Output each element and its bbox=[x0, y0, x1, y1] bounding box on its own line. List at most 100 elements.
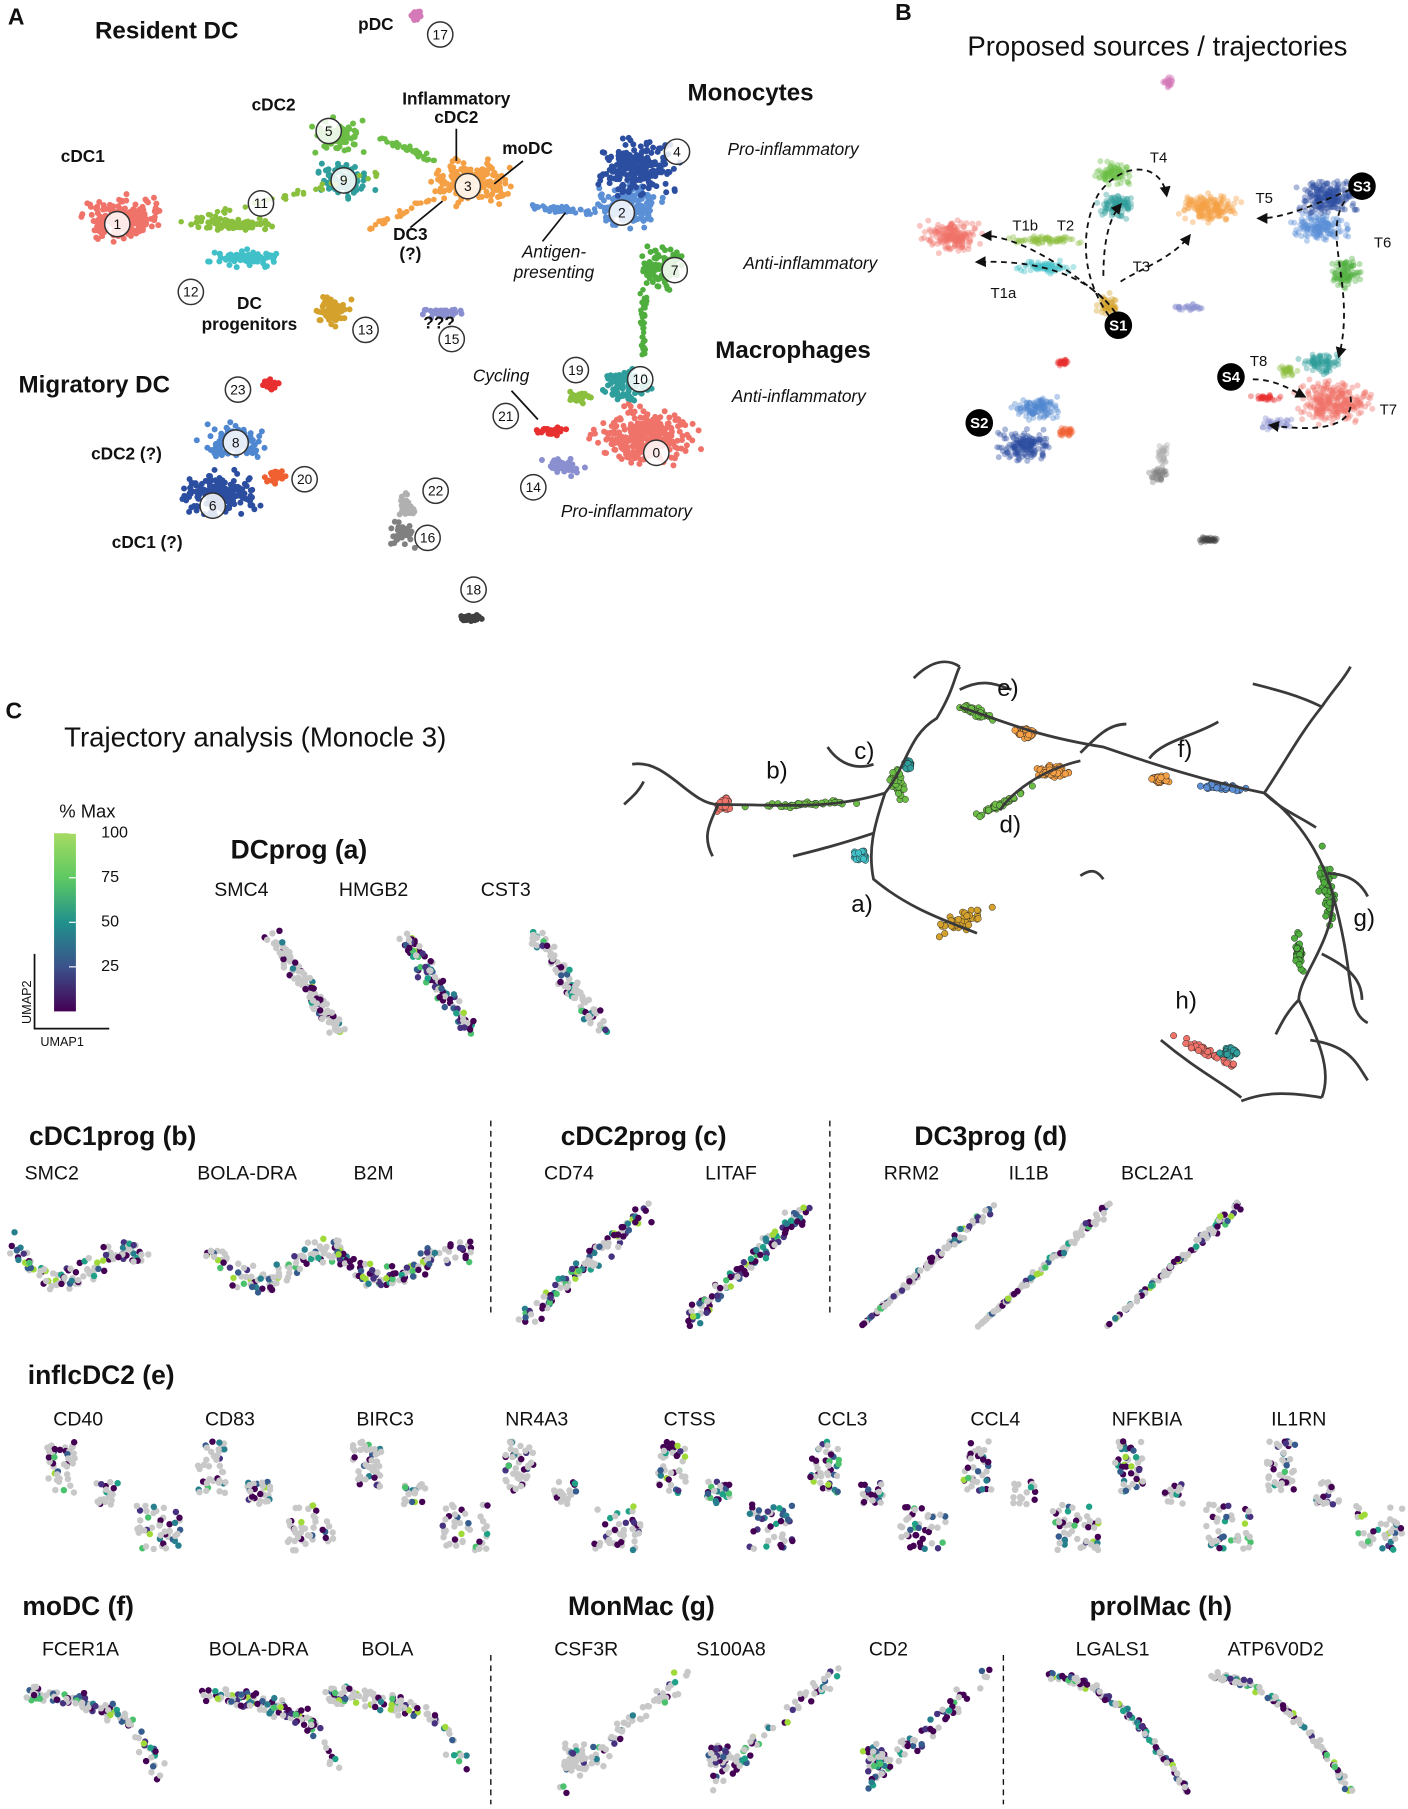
cell-dot bbox=[142, 196, 149, 203]
cell-dot bbox=[1305, 388, 1312, 395]
cell-dot bbox=[670, 462, 677, 469]
cell-dot bbox=[962, 230, 968, 237]
cell-dot bbox=[1351, 269, 1358, 276]
cell-dot bbox=[1310, 384, 1317, 391]
cell-dot bbox=[132, 201, 139, 208]
cell-dot bbox=[698, 446, 705, 453]
cell-dot bbox=[637, 414, 644, 421]
cell-dot bbox=[952, 228, 959, 235]
cell-dot bbox=[1332, 408, 1339, 415]
cell-dot bbox=[481, 172, 488, 179]
cell-dot bbox=[645, 157, 652, 164]
cell-dot bbox=[969, 220, 976, 227]
cell-dot bbox=[217, 254, 224, 261]
cell-dot bbox=[612, 430, 619, 437]
cell-dot bbox=[565, 207, 571, 213]
cell-dot bbox=[682, 447, 689, 454]
cell-dot bbox=[653, 255, 660, 262]
cell-dot bbox=[1310, 354, 1317, 361]
cell-dot bbox=[1309, 367, 1316, 374]
cell-dot bbox=[1103, 191, 1110, 198]
cell-dot bbox=[1030, 238, 1037, 245]
cell-dot bbox=[211, 426, 218, 433]
cell-dot bbox=[1031, 438, 1038, 445]
dots bbox=[6, 8, 1406, 1797]
cell-dot bbox=[614, 192, 621, 199]
trajectory-cell bbox=[941, 930, 949, 937]
cell-dot bbox=[1039, 239, 1046, 246]
cell-dot bbox=[199, 215, 206, 221]
cell-dot bbox=[334, 315, 341, 322]
cell-dot bbox=[138, 217, 145, 224]
cell-dot bbox=[148, 223, 155, 230]
cell-dot bbox=[1000, 432, 1007, 439]
cell-dot bbox=[1183, 199, 1190, 206]
cell-dot bbox=[432, 188, 439, 195]
cell-dot bbox=[645, 195, 652, 202]
cell-dot bbox=[270, 383, 277, 390]
cell-dot bbox=[242, 204, 249, 210]
cell-dot bbox=[1324, 180, 1331, 187]
cell-dot bbox=[650, 194, 657, 200]
cell-dot bbox=[1106, 289, 1113, 296]
cell-dot bbox=[1106, 173, 1113, 180]
cell-dot bbox=[348, 296, 355, 303]
cell-dot bbox=[619, 181, 626, 188]
cell-dot bbox=[490, 171, 496, 178]
cell-dot bbox=[353, 128, 359, 135]
cell-dot bbox=[1307, 186, 1314, 193]
cell-dot bbox=[647, 418, 654, 425]
cell-dot bbox=[567, 455, 574, 462]
cell-dot bbox=[1365, 394, 1372, 401]
cell-dot bbox=[93, 234, 100, 241]
cell-dot bbox=[965, 246, 972, 253]
cell-dot bbox=[1319, 226, 1326, 233]
cell-dot bbox=[662, 180, 669, 187]
cell-dot bbox=[627, 225, 634, 232]
cell-dot bbox=[342, 134, 349, 141]
cell-dot bbox=[1233, 195, 1240, 202]
cell-dot bbox=[396, 511, 403, 518]
cell-dot bbox=[1315, 421, 1322, 428]
cell-dot bbox=[554, 469, 561, 476]
cell-dot bbox=[600, 420, 607, 427]
cell-dot bbox=[332, 323, 339, 330]
cell-dot bbox=[1325, 224, 1332, 231]
cell-dot bbox=[1027, 267, 1034, 274]
cell-dot bbox=[120, 235, 127, 242]
cell-dot bbox=[666, 414, 673, 421]
cell-dot bbox=[639, 148, 646, 155]
cell-dot bbox=[199, 486, 206, 493]
cell-dot bbox=[230, 477, 237, 484]
cell-dot bbox=[648, 434, 655, 441]
cell-dot bbox=[603, 217, 610, 224]
cell-dot bbox=[641, 301, 647, 307]
cell-dot bbox=[1293, 232, 1300, 239]
cell-dot bbox=[193, 482, 200, 489]
cell-dot bbox=[1342, 232, 1349, 239]
cell-dot bbox=[625, 395, 632, 402]
cell-dot bbox=[402, 510, 409, 517]
cell-dot bbox=[1111, 296, 1118, 303]
cell-dot bbox=[581, 464, 588, 471]
cell-dot bbox=[612, 423, 619, 430]
cell-dot bbox=[935, 228, 942, 235]
cell-dot bbox=[1281, 367, 1288, 374]
cell-dot bbox=[478, 193, 485, 200]
cell-dot bbox=[1168, 77, 1175, 84]
cell-dot bbox=[402, 490, 409, 497]
cell-dot bbox=[595, 201, 602, 208]
cell-dot bbox=[1307, 194, 1314, 201]
cell-dot bbox=[1013, 436, 1020, 443]
cell-dot bbox=[592, 209, 598, 216]
trajectory-cell bbox=[963, 912, 971, 920]
cell-dot bbox=[348, 135, 355, 142]
cell-dot bbox=[575, 392, 582, 399]
cell-dot bbox=[916, 222, 923, 229]
cell-dot bbox=[1175, 210, 1182, 217]
cell-dot bbox=[954, 217, 961, 224]
cell-dot bbox=[1338, 405, 1345, 412]
cell-dot bbox=[627, 403, 634, 410]
cell-dot bbox=[1333, 198, 1340, 205]
